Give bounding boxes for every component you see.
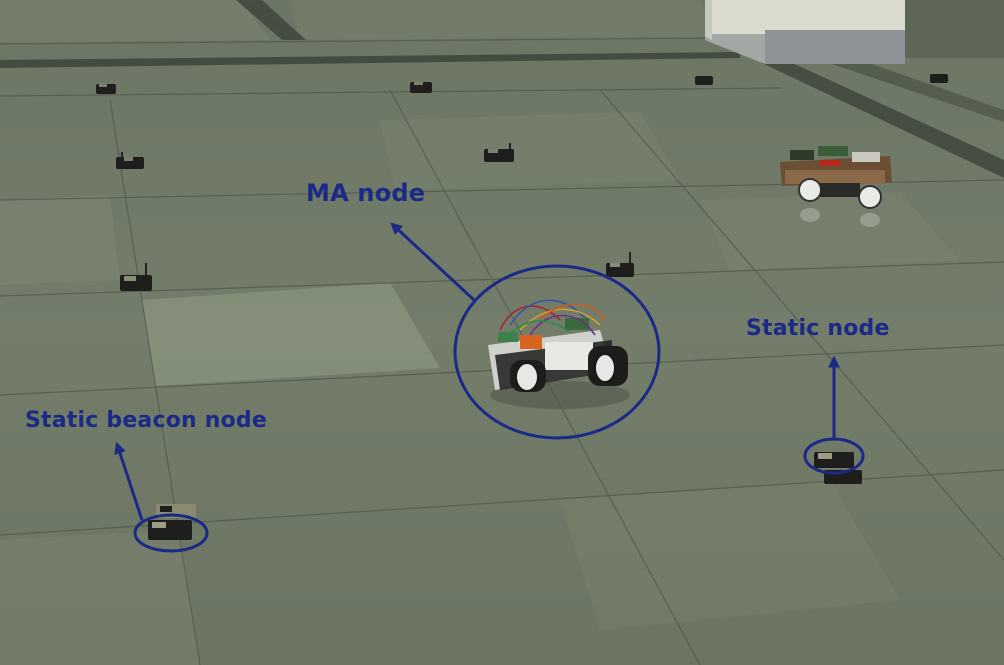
floor-tiles — [142, 283, 440, 386]
sensor-node-3 — [695, 76, 713, 85]
pillar — [705, 0, 1004, 64]
sensor-node-5 — [116, 152, 144, 169]
sensor-node-7 — [120, 263, 152, 291]
sensor-node-2 — [410, 82, 432, 93]
sensor-node-4 — [930, 74, 948, 83]
ma-node-arrow — [390, 222, 476, 302]
static-beacon-highlight-circle — [133, 513, 209, 553]
static-node-highlight-circle — [803, 437, 865, 475]
sensor-node-1 — [96, 84, 116, 94]
ma-node-label: MA node — [306, 179, 426, 207]
robot-vehicle-background — [780, 146, 892, 227]
static-beacon-node-device — [148, 504, 196, 540]
ma-node-highlight-circle — [453, 264, 661, 440]
sensor-node-8 — [606, 252, 634, 277]
static-beacon-node-label: Static beacon node — [25, 408, 268, 433]
static-node-label: Static node — [746, 316, 890, 341]
floor-dark-strips — [0, 0, 1004, 178]
static-beacon-arrow — [114, 441, 144, 521]
ma-node-robot — [488, 299, 630, 409]
sensor-node-6 — [484, 143, 514, 162]
